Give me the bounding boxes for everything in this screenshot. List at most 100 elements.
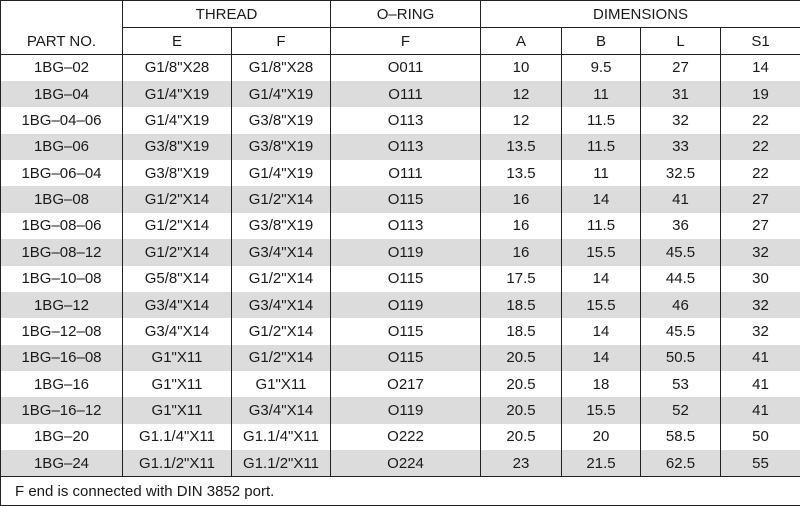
cell: 15.5 — [562, 397, 641, 423]
cell: 14 — [562, 266, 641, 292]
cell: 53 — [641, 371, 721, 397]
cell: 16 — [481, 239, 562, 265]
cell: G1/8"X28 — [232, 55, 331, 81]
cell: O115 — [331, 266, 481, 292]
column-header: F — [331, 28, 481, 55]
part-number: 1BG–08–06 — [1, 213, 123, 239]
part-number: 1BG–16–08 — [1, 345, 123, 371]
cell: O119 — [331, 397, 481, 423]
cell: 14 — [721, 55, 800, 81]
part-number: 1BG–12–08 — [1, 318, 123, 344]
cell: 50.5 — [641, 345, 721, 371]
part-number: 1BG–02 — [1, 55, 123, 81]
cell: G1/8"X28 — [123, 55, 232, 81]
cell: 18.5 — [481, 318, 562, 344]
cell: O119 — [331, 292, 481, 318]
cell: G3/4"X14 — [232, 397, 331, 423]
cell: G5/8"X14 — [123, 266, 232, 292]
cell: 12 — [481, 81, 562, 107]
cell: G1/4"X19 — [232, 81, 331, 107]
cell: 32 — [641, 107, 721, 133]
cell: G1/4"X19 — [123, 107, 232, 133]
part-number: 1BG–20 — [1, 424, 123, 450]
cell: G3/4"X14 — [123, 292, 232, 318]
cell: 22 — [721, 107, 800, 133]
cell: G3/8"X19 — [232, 134, 331, 160]
cell: 19 — [721, 81, 800, 107]
cell: 31 — [641, 81, 721, 107]
cell: 10 — [481, 55, 562, 81]
column-header: B — [562, 28, 641, 55]
cell: 32 — [721, 292, 800, 318]
cell: G1"X11 — [232, 371, 331, 397]
cell: 21.5 — [562, 450, 641, 476]
cell: 32.5 — [641, 160, 721, 186]
cell: 15.5 — [562, 292, 641, 318]
cell: G1/2"X14 — [232, 345, 331, 371]
cell: 52 — [641, 397, 721, 423]
cell: 11 — [562, 81, 641, 107]
cell: G1"X11 — [123, 397, 232, 423]
cell: O113 — [331, 134, 481, 160]
cell: G3/4"X14 — [123, 318, 232, 344]
cell: 62.5 — [641, 450, 721, 476]
cell: O115 — [331, 318, 481, 344]
cell: O011 — [331, 55, 481, 81]
column-header: S1 — [721, 28, 800, 55]
cell: 14 — [562, 318, 641, 344]
cell: 17.5 — [481, 266, 562, 292]
cell: 11 — [562, 160, 641, 186]
part-number: 1BG–12 — [1, 292, 123, 318]
cell: 11.5 — [562, 134, 641, 160]
part-number: 1BG–06–04 — [1, 160, 123, 186]
cell: O111 — [331, 160, 481, 186]
cell: G1"X11 — [123, 371, 232, 397]
cell: 41 — [721, 345, 800, 371]
cell: G1.1/2"X11 — [232, 450, 331, 476]
header-part-no: PART NO. — [1, 1, 123, 55]
cell: G3/8"X19 — [123, 160, 232, 186]
header-group: DIMENSIONS — [481, 1, 800, 28]
cell: O217 — [331, 371, 481, 397]
cell: G1.1/4"X11 — [123, 424, 232, 450]
cell: 32 — [721, 239, 800, 265]
header-group: O–RING — [331, 1, 481, 28]
part-number: 1BG–16–12 — [1, 397, 123, 423]
cell: 46 — [641, 292, 721, 318]
cell: 22 — [721, 160, 800, 186]
part-number: 1BG–08–12 — [1, 239, 123, 265]
part-number: 1BG–08 — [1, 186, 123, 212]
column-header: L — [641, 28, 721, 55]
cell: 13.5 — [481, 160, 562, 186]
part-number: 1BG–16 — [1, 371, 123, 397]
cell: G1/4"X19 — [123, 81, 232, 107]
cell: G1.1/2"X11 — [123, 450, 232, 476]
cell: O111 — [331, 81, 481, 107]
part-number: 1BG–04 — [1, 81, 123, 107]
cell: 58.5 — [641, 424, 721, 450]
cell: 27 — [721, 186, 800, 212]
cell: 27 — [641, 55, 721, 81]
cell: 16 — [481, 186, 562, 212]
cell: G1/2"X14 — [232, 318, 331, 344]
cell: G3/8"X19 — [232, 107, 331, 133]
cell: 20.5 — [481, 371, 562, 397]
cell: 16 — [481, 213, 562, 239]
cell: 50 — [721, 424, 800, 450]
cell: 13.5 — [481, 134, 562, 160]
cell: 20.5 — [481, 345, 562, 371]
